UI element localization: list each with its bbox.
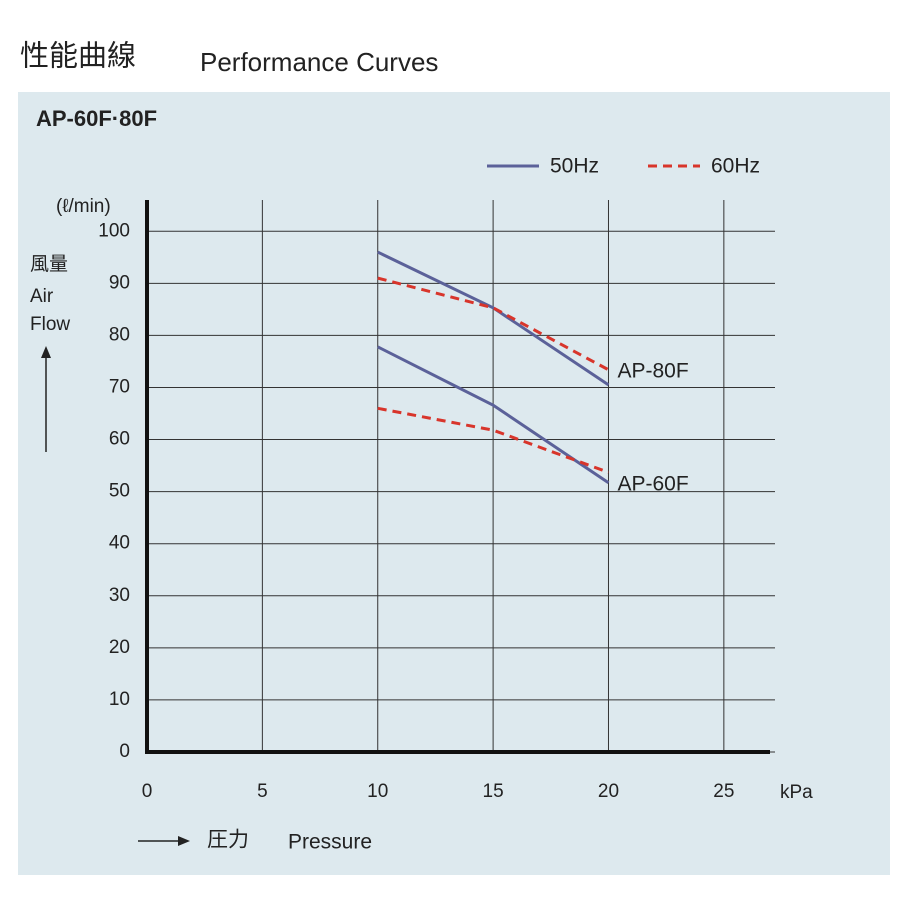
y-label: Flow	[30, 314, 70, 335]
x-unit: kPa	[780, 782, 813, 803]
subtitle: AP-60F·80F	[36, 106, 157, 131]
y-tick-label: 0	[119, 741, 130, 762]
y-tick-label: 40	[109, 533, 130, 554]
y-tick-label: 100	[98, 220, 130, 241]
curve-label: AP-60F	[617, 472, 688, 495]
legend-label: 50Hz	[550, 155, 599, 178]
series-line	[377, 250, 610, 387]
title-en: Performance Curves	[200, 47, 438, 77]
x-tick-label: 5	[257, 781, 268, 802]
x-label: 圧力	[207, 829, 249, 852]
y-tick-label: 90	[109, 272, 130, 293]
y-label: Air	[30, 286, 54, 307]
title-jp: 性能曲線	[20, 40, 136, 73]
x-tick-label: 10	[367, 781, 388, 802]
x-tick-label: 20	[598, 781, 619, 802]
y-tick-label: 50	[109, 481, 130, 502]
x-tick-label: 15	[483, 781, 504, 802]
x-tick-label: 25	[713, 781, 734, 802]
legend-label: 60Hz	[711, 155, 760, 178]
series-line	[377, 406, 609, 474]
x-arrow-head	[178, 836, 190, 846]
y-arrow-head	[41, 346, 51, 358]
curve-label: AP-80F	[617, 359, 688, 382]
y-tick-label: 10	[109, 689, 130, 710]
y-tick-label: 20	[109, 637, 130, 658]
x-label: Pressure	[288, 831, 372, 854]
y-tick-label: 30	[109, 585, 130, 606]
y-unit: (ℓ/min)	[56, 196, 111, 217]
y-tick-label: 60	[109, 429, 130, 450]
y-label: 風量	[30, 254, 68, 275]
x-tick-label: 0	[142, 781, 153, 802]
y-tick-label: 70	[109, 376, 130, 397]
panel	[18, 92, 890, 875]
y-tick-label: 80	[109, 324, 130, 345]
